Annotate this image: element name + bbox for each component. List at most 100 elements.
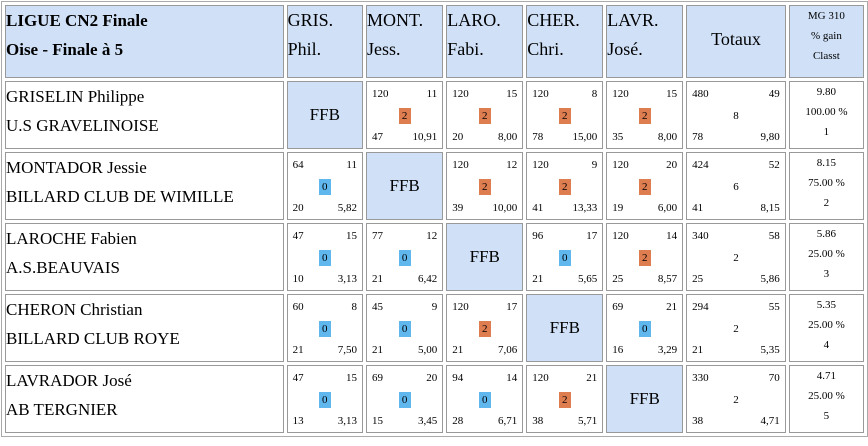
- column-header-gris: GRIS. Phil.: [286, 5, 363, 78]
- match-innings: 21: [586, 372, 598, 384]
- column-header-line2: Chri.: [527, 39, 564, 59]
- ffb-cell: FFB: [365, 152, 444, 220]
- mg-cell: 8.15 75.00 % 2: [788, 152, 864, 220]
- mg-value: 5.86: [816, 228, 837, 240]
- match-average: 8,00: [498, 131, 518, 143]
- match-cell: 120 8 2 78 15,00: [526, 81, 604, 149]
- match-average: 5,82: [337, 202, 357, 214]
- match-result-badge: 0: [478, 392, 491, 408]
- match-average: 3,29: [657, 344, 678, 356]
- match-points: 45: [371, 301, 383, 313]
- match-points: 47: [292, 230, 304, 242]
- match-cell: 69 21 0 16 3,29: [606, 294, 684, 362]
- mg-rank: 5: [823, 410, 830, 422]
- total-high-run: 78: [692, 131, 704, 143]
- match-average: 5,71: [578, 415, 598, 427]
- total-cell: 330 70 2 38 4,71: [686, 365, 786, 433]
- match-innings: 17: [586, 230, 598, 242]
- match-average: 3,13: [337, 415, 357, 427]
- mg-header-line1: MG 310: [807, 10, 845, 22]
- mg-cell: 5.86 25.00 % 3: [788, 223, 864, 291]
- match-cell: 47 15 0 10 3,13: [286, 223, 363, 291]
- match-cell: 45 9 0 21 5,00: [365, 294, 444, 362]
- match-result-badge: 0: [398, 250, 411, 266]
- total-innings: 49: [768, 88, 780, 100]
- total-high-run: 41: [692, 202, 704, 214]
- match-result-badge: 2: [638, 108, 651, 124]
- match-result-badge: 0: [638, 321, 651, 337]
- match-points: 60: [292, 301, 304, 313]
- match-result-badge: 2: [638, 250, 651, 266]
- match-innings: 11: [346, 159, 357, 171]
- match-result-badge: 0: [398, 321, 411, 337]
- player-club: BILLARD CLUB ROYE: [6, 329, 180, 348]
- match-points: 120: [532, 88, 549, 100]
- column-header-line1: LARO.: [447, 10, 501, 30]
- match-average: 3,45: [418, 415, 438, 427]
- match-average: 6,00: [657, 202, 678, 214]
- match-innings: 12: [426, 230, 438, 242]
- match-result-badge: 2: [478, 108, 491, 124]
- player-name: LAROCHE Fabien: [6, 229, 137, 248]
- mg-cell: 4.71 25.00 % 5: [788, 365, 864, 433]
- match-average: 6,42: [418, 273, 438, 285]
- total-innings: 52: [768, 159, 780, 171]
- match-points: 120: [612, 230, 629, 242]
- player-row: LAVRADOR José AB TERGNIER 47 15 0 13 3,13 69 20 0…: [5, 365, 864, 433]
- match-result-badge: 0: [398, 392, 411, 408]
- total-cell: 294 55 2 21 5,35: [686, 294, 786, 362]
- match-innings: 14: [666, 230, 678, 242]
- total-innings: 55: [768, 301, 780, 313]
- mg-percent: 25.00 %: [808, 248, 845, 260]
- mg-header-line2: % gain: [810, 30, 842, 42]
- match-cell: 120 15 2 20 8,00: [446, 81, 524, 149]
- total-average: 5,35: [760, 344, 780, 356]
- match-points: 120: [371, 88, 389, 100]
- mg-percent: 75.00 %: [808, 177, 845, 189]
- total-innings: 58: [768, 230, 780, 242]
- match-innings: 15: [666, 88, 678, 100]
- total-match-points: 2: [733, 252, 739, 264]
- player-cell: LAROCHE Fabien A.S.BEAUVAIS: [5, 223, 284, 291]
- match-result-badge: 2: [638, 179, 651, 195]
- player-name: MONTADOR Jessie: [6, 158, 147, 177]
- total-average: 9,80: [760, 131, 780, 143]
- match-high-run: 15: [371, 415, 383, 427]
- match-result-badge: 0: [318, 321, 331, 337]
- match-high-run: 21: [532, 273, 544, 285]
- column-header-line2: Phil.: [287, 39, 322, 59]
- total-points: 340: [692, 230, 709, 242]
- match-high-run: 20: [452, 131, 464, 143]
- mg-value: 8.15: [816, 157, 837, 169]
- match-high-run: 35: [612, 131, 624, 143]
- player-row: MONTADOR Jessie BILLARD CLUB DE WIMILLE 64…: [5, 152, 864, 220]
- match-innings: 9: [591, 159, 598, 171]
- match-innings: 20: [426, 372, 438, 384]
- player-row: GRISELIN Philippe U.S GRAVELINOISE FFB 120 1…: [5, 81, 864, 149]
- match-result-badge: 2: [558, 108, 571, 124]
- ffb-cell: FFB: [286, 81, 363, 149]
- match-high-run: 21: [371, 344, 383, 356]
- match-points: 64: [292, 159, 304, 171]
- match-points: 47: [292, 372, 304, 384]
- match-innings: 9: [431, 301, 438, 313]
- mg-percent: 25.00 %: [808, 390, 845, 402]
- player-row: CHERON Christian BILLARD CLUB ROYE 60 8 0 21 7…: [5, 294, 864, 362]
- match-high-run: 38: [532, 415, 544, 427]
- match-innings: 11: [426, 88, 438, 100]
- match-cell: 120 11 2 47 10,91: [365, 81, 444, 149]
- mg-rank: 3: [823, 268, 830, 280]
- ffb-cell: FFB: [606, 365, 684, 433]
- total-points: 330: [692, 372, 709, 384]
- match-innings: 15: [345, 230, 357, 242]
- player-cell: MONTADOR Jessie BILLARD CLUB DE WIMILLE: [5, 152, 284, 220]
- column-header-line2: Jess.: [366, 39, 401, 59]
- match-result-badge: 0: [318, 392, 331, 408]
- match-high-run: 21: [452, 344, 464, 356]
- match-result-badge: 2: [398, 108, 411, 124]
- column-header-mont: MONT. Jess.: [365, 5, 444, 78]
- column-header-cher: CHER. Chri.: [526, 5, 604, 78]
- total-points: 480: [692, 88, 709, 100]
- mg-rank: 4: [823, 339, 830, 351]
- match-average: 3,13: [337, 273, 357, 285]
